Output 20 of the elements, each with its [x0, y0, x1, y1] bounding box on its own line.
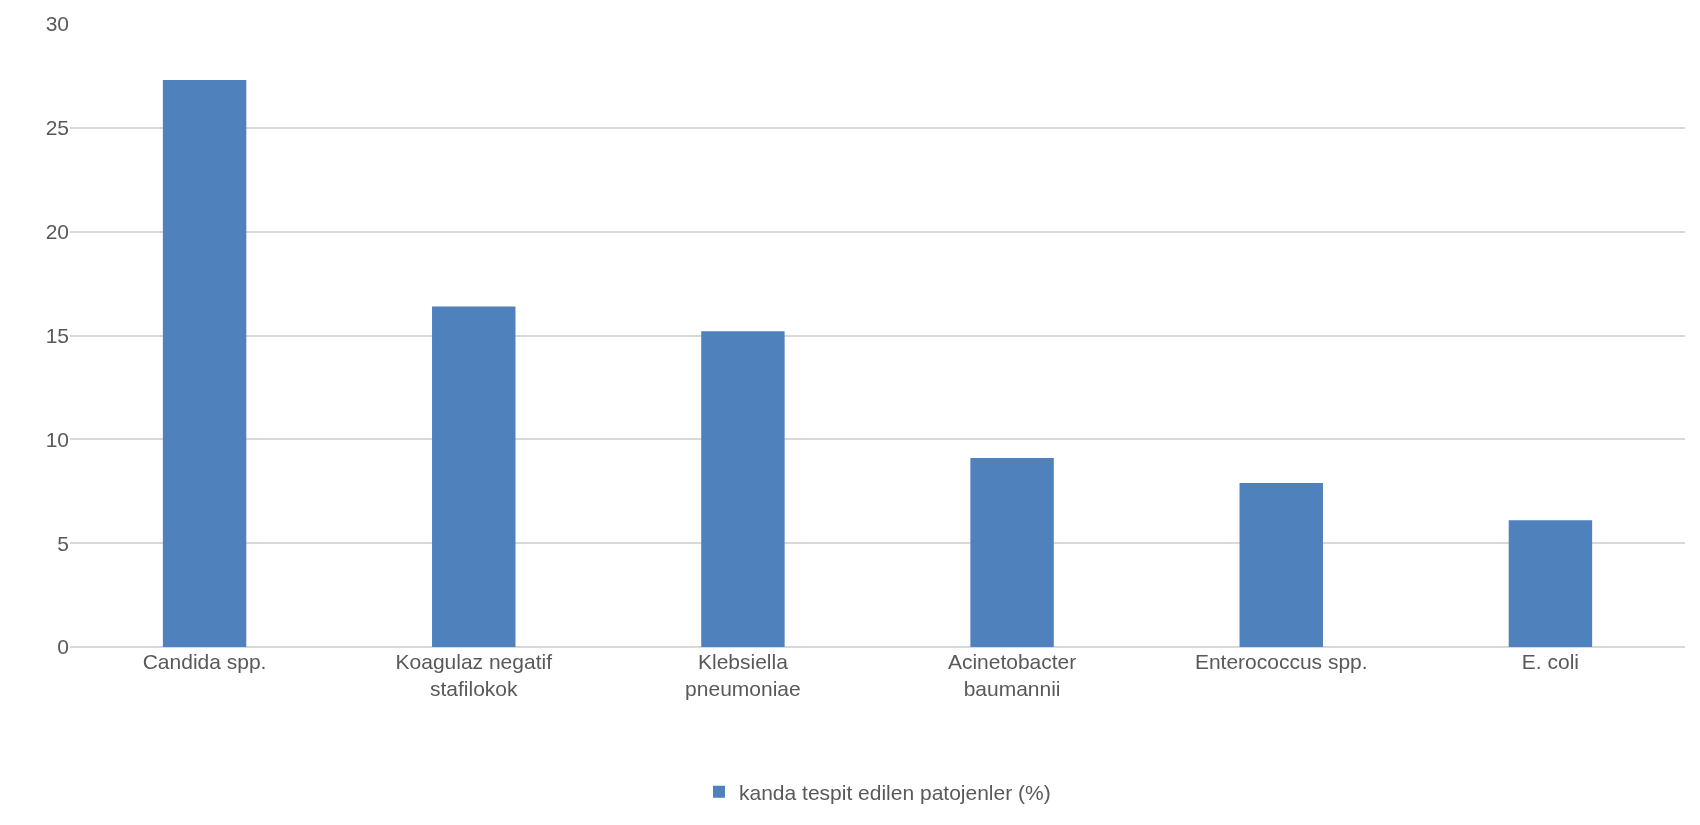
y-tick-label: 10: [45, 427, 69, 451]
bar: [970, 458, 1054, 647]
bar: [701, 331, 785, 647]
x-tick-label: Acinetobacter baumannii: [947, 650, 1077, 701]
x-tick-label: Enterococcus spp.: [1194, 650, 1368, 673]
x-tick-label: E. coli: [1521, 650, 1580, 673]
x-tick-label: Klebsiella pneumoniae: [685, 650, 801, 701]
bar: [1508, 520, 1593, 647]
x-tick-label: Koagulaz negatif stafilokok: [395, 650, 553, 701]
y-tick-label: 25: [45, 116, 69, 140]
y-tick-label: 30: [45, 12, 69, 36]
y-tick-label: 0: [57, 635, 69, 659]
bar: [162, 80, 247, 647]
y-tick-label: 20: [45, 220, 69, 244]
legend-label: kanda tespit edilen patojenler (%): [739, 780, 1051, 804]
x-tick-label: Candida spp.: [142, 650, 267, 673]
y-tick-label: 15: [45, 323, 69, 347]
bar: [432, 306, 516, 647]
y-tick-label: 5: [57, 531, 69, 555]
bar: [1239, 482, 1323, 647]
